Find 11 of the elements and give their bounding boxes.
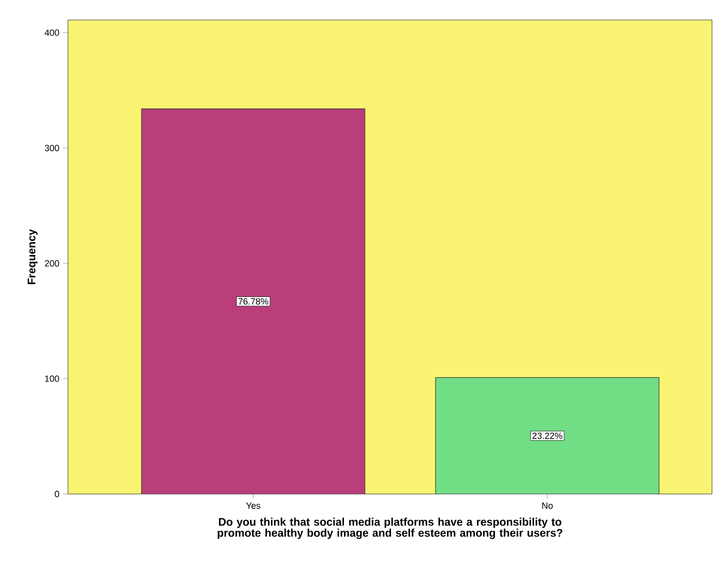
- x-axis-title: Do you think that social media platforms have a responsibility to promote healthy body image and self esteem among their users?: [218, 518, 562, 539]
- x-tick-label: Yes: [246, 502, 260, 509]
- annotation: 23.22%: [532, 432, 562, 439]
- y-tick-label: 200: [44, 260, 60, 267]
- y-axis-title: Frequency: [28, 229, 38, 284]
- y-tick-label: 300: [44, 144, 60, 152]
- annotation: 76.78%: [238, 298, 268, 305]
- y-tick-label: 0: [54, 490, 60, 498]
- y-tick-label: 400: [44, 29, 60, 36]
- x-tick-label: No: [542, 502, 553, 509]
- y-tick-label: 100: [45, 375, 60, 382]
